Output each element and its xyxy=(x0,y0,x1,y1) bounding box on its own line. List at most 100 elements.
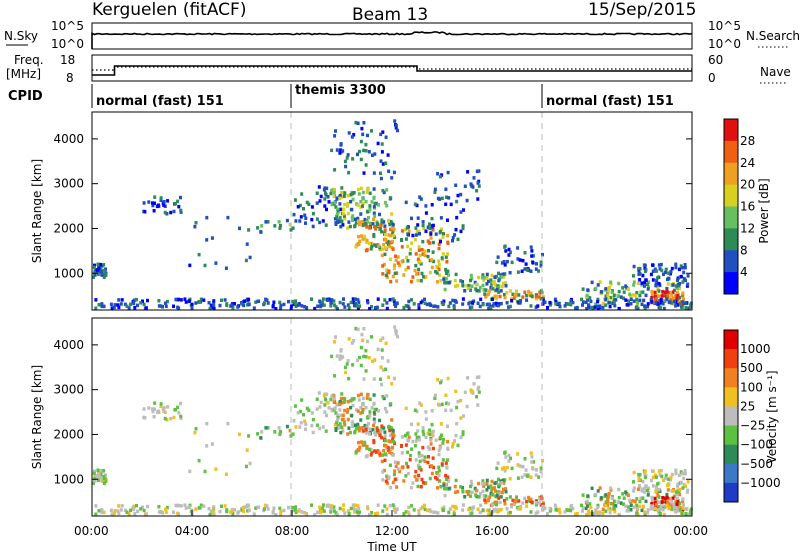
data-cell xyxy=(142,508,146,513)
data-cell xyxy=(437,469,441,473)
data-cell xyxy=(420,247,424,252)
data-cell xyxy=(422,226,426,231)
data-cell xyxy=(637,266,641,271)
data-cell xyxy=(520,269,524,273)
data-cell xyxy=(441,235,445,239)
data-cell xyxy=(682,476,686,481)
data-cell xyxy=(294,510,298,515)
data-cell xyxy=(339,354,343,358)
data-cell xyxy=(209,303,213,308)
data-cell xyxy=(406,450,410,455)
data-cell xyxy=(136,303,139,308)
data-cell xyxy=(436,280,439,284)
data-cell xyxy=(414,252,418,256)
data-cell xyxy=(658,511,662,516)
data-cell xyxy=(541,504,545,509)
data-cell xyxy=(447,304,451,309)
data-cell xyxy=(169,416,173,421)
data-cell xyxy=(362,121,366,125)
y-tick-label: 3000 xyxy=(53,383,84,397)
data-cell xyxy=(492,508,496,512)
data-cell xyxy=(371,428,375,432)
data-cell xyxy=(406,471,410,476)
data-cell xyxy=(396,461,400,465)
data-cell xyxy=(607,300,611,305)
data-cell xyxy=(240,302,244,306)
data-cell xyxy=(385,410,389,414)
data-cell xyxy=(161,305,164,309)
data-cell xyxy=(415,272,419,276)
data-cell xyxy=(463,390,467,394)
data-cell xyxy=(494,507,498,512)
data-cell xyxy=(388,222,392,227)
data-cell xyxy=(368,512,372,517)
data-cell xyxy=(212,299,216,303)
data-cell xyxy=(334,305,338,309)
data-cell xyxy=(400,260,404,264)
data-cell xyxy=(310,217,314,222)
data-cell xyxy=(502,481,506,485)
data-cell xyxy=(635,291,639,295)
data-cell xyxy=(373,449,377,453)
data-cell xyxy=(339,396,343,401)
data-cell xyxy=(465,404,469,409)
data-cell xyxy=(381,264,385,268)
data-cell xyxy=(598,510,602,514)
data-cell xyxy=(333,168,337,172)
data-cell xyxy=(678,488,682,492)
data-cell xyxy=(627,505,630,509)
data-cell xyxy=(596,489,600,493)
data-cell xyxy=(476,507,480,511)
data-cell xyxy=(515,495,518,499)
data-cell xyxy=(585,512,589,517)
data-cell xyxy=(417,303,421,307)
data-cell xyxy=(304,216,308,220)
data-cell xyxy=(502,260,506,264)
data-cell xyxy=(393,325,397,329)
data-cell xyxy=(446,424,449,428)
data-cell xyxy=(252,512,256,516)
data-cell xyxy=(456,399,460,404)
data-cell xyxy=(356,216,360,221)
data-cell xyxy=(604,294,608,298)
data-cell xyxy=(683,469,687,473)
data-cell xyxy=(346,509,350,513)
data-cell xyxy=(338,408,342,412)
data-cell xyxy=(447,487,451,491)
data-cell xyxy=(92,265,96,270)
data-cell xyxy=(343,217,347,221)
power-colorbar-tick: 4 xyxy=(740,265,748,279)
data-cell xyxy=(487,292,490,296)
data-cell xyxy=(336,212,339,216)
data-cell xyxy=(94,306,98,310)
data-cell xyxy=(639,290,643,294)
data-cell xyxy=(346,211,350,216)
data-cell xyxy=(499,479,503,483)
data-cell xyxy=(381,470,385,474)
data-cell xyxy=(172,209,176,214)
data-cell xyxy=(581,303,584,307)
data-cell xyxy=(363,217,367,222)
data-cell xyxy=(474,282,478,287)
data-cell xyxy=(421,429,425,434)
data-cell xyxy=(387,375,391,379)
data-cell xyxy=(590,280,594,285)
data-cell xyxy=(381,303,385,307)
data-cell xyxy=(272,300,276,304)
data-cell xyxy=(339,224,343,229)
data-cell xyxy=(529,291,533,296)
data-cell xyxy=(99,269,103,274)
data-cell xyxy=(100,508,104,512)
data-cell xyxy=(282,508,286,513)
data-cell xyxy=(378,433,382,437)
data-cell xyxy=(207,301,211,305)
data-cell xyxy=(666,294,670,299)
data-cell xyxy=(477,184,481,188)
data-cell xyxy=(616,500,620,504)
data-cell xyxy=(279,512,283,517)
data-cell xyxy=(500,275,504,279)
data-cell xyxy=(404,510,408,514)
data-cell xyxy=(310,503,313,507)
data-cell xyxy=(406,465,410,469)
